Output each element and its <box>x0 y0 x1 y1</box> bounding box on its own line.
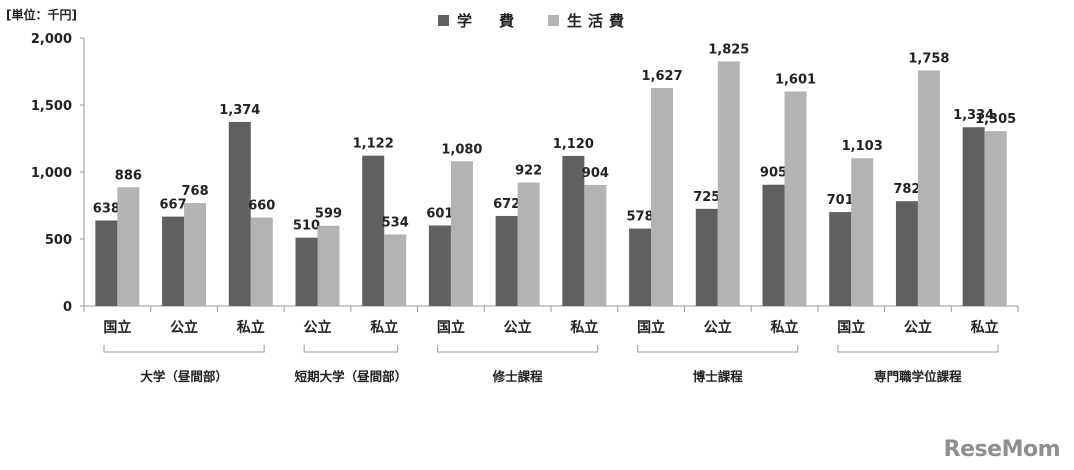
logo-part2: Mom <box>1001 437 1061 462</box>
data-label: 672 <box>493 197 520 212</box>
x-category-label: 公立 <box>904 319 932 336</box>
y-tick-label: 2,000 <box>31 32 72 47</box>
group-bracket <box>837 345 999 353</box>
data-label: 1,334 <box>953 108 994 123</box>
y-tick-label: 1,000 <box>31 166 72 181</box>
data-label: 1,120 <box>553 137 594 152</box>
bar <box>250 217 273 306</box>
bar <box>562 155 585 306</box>
bar <box>651 87 674 307</box>
legend-label-tuition: 学 費 <box>457 12 521 30</box>
data-label: 1,825 <box>708 42 749 57</box>
data-label: 905 <box>760 166 787 181</box>
data-label: 510 <box>293 219 320 234</box>
legend-swatch-tuition <box>438 15 449 26</box>
group-label: 短期大学（昼間部） <box>295 369 408 384</box>
x-category-label: 公立 <box>170 319 198 336</box>
data-label: 638 <box>93 202 120 217</box>
bar <box>117 187 140 306</box>
bar <box>695 208 718 306</box>
bar <box>450 161 473 306</box>
x-category-label: 公立 <box>504 319 532 336</box>
data-label: 1,080 <box>441 142 482 157</box>
bar <box>95 220 118 306</box>
data-label: 725 <box>693 190 720 205</box>
bar <box>517 182 540 306</box>
x-category-label: 国立 <box>637 319 665 336</box>
bar <box>895 201 918 306</box>
data-label: 1,122 <box>353 137 394 152</box>
bar <box>295 237 318 306</box>
legend-item-tuition: 学 費 <box>438 10 520 31</box>
bar <box>851 158 874 306</box>
data-label: 599 <box>315 207 342 222</box>
bar <box>162 216 185 306</box>
data-label: 768 <box>182 184 209 199</box>
bar <box>784 91 807 306</box>
group-label: 専門職学位課程 <box>874 369 962 384</box>
x-category-label: 国立 <box>437 319 465 336</box>
bar <box>584 184 607 306</box>
group-label: 大学（昼間部） <box>140 369 228 384</box>
x-category-label: 私立 <box>570 319 598 336</box>
x-category-label: 国立 <box>103 319 131 336</box>
data-label: 578 <box>627 210 654 225</box>
bar <box>428 225 451 306</box>
legend: 学 費 生活費 <box>438 10 630 31</box>
group-label: 博士課程 <box>693 369 744 384</box>
y-tick-label: 500 <box>45 233 72 248</box>
bar <box>184 203 207 306</box>
x-category-label: 公立 <box>304 319 332 336</box>
data-label: 1,305 <box>975 112 1016 127</box>
legend-item-living: 生活費 <box>548 10 630 31</box>
bar <box>495 215 518 306</box>
x-category-label: 公立 <box>704 319 732 336</box>
data-label: 1,103 <box>842 139 883 154</box>
bar <box>717 61 740 307</box>
data-label: 667 <box>160 198 187 213</box>
group-bracket <box>437 345 599 353</box>
x-category-label: 私立 <box>237 319 265 336</box>
bar <box>384 234 407 306</box>
y-tick-label: 0 <box>63 300 72 315</box>
data-label: 886 <box>115 168 142 183</box>
y-tick-label: 1,500 <box>31 99 72 114</box>
logo-part1: Rese <box>943 437 1002 462</box>
legend-label-living: 生活費 <box>567 12 631 30</box>
bar <box>762 184 785 306</box>
bar <box>962 127 985 306</box>
data-label: 1,601 <box>775 72 816 87</box>
bar <box>362 155 385 306</box>
bar <box>228 121 251 306</box>
data-label: 904 <box>582 166 609 181</box>
group-bracket <box>637 345 799 353</box>
data-label: 660 <box>248 199 275 214</box>
x-category-label: 国立 <box>837 319 865 336</box>
data-label: 534 <box>382 215 409 230</box>
x-category-label: 私立 <box>971 319 999 336</box>
group-label: 修士課程 <box>492 369 544 384</box>
bar <box>317 225 340 306</box>
legend-swatch-living <box>548 15 560 26</box>
bar <box>829 212 852 306</box>
data-label: 1,627 <box>642 69 683 84</box>
bar <box>629 228 652 306</box>
data-label: 701 <box>827 193 854 208</box>
data-label: 601 <box>426 206 453 221</box>
group-bracket <box>103 345 265 353</box>
unit-label: [単位：千円] <box>6 8 77 22</box>
data-label: 1,374 <box>219 103 260 118</box>
bar <box>984 131 1007 306</box>
x-category-label: 私立 <box>771 319 799 336</box>
data-label: 922 <box>515 163 542 178</box>
x-category-label: 私立 <box>370 319 398 336</box>
bar <box>917 70 940 306</box>
resemom-logo: ReseMom <box>943 437 1061 462</box>
data-label: 1,758 <box>908 51 949 66</box>
data-label: 782 <box>893 182 920 197</box>
group-bracket <box>303 345 399 353</box>
